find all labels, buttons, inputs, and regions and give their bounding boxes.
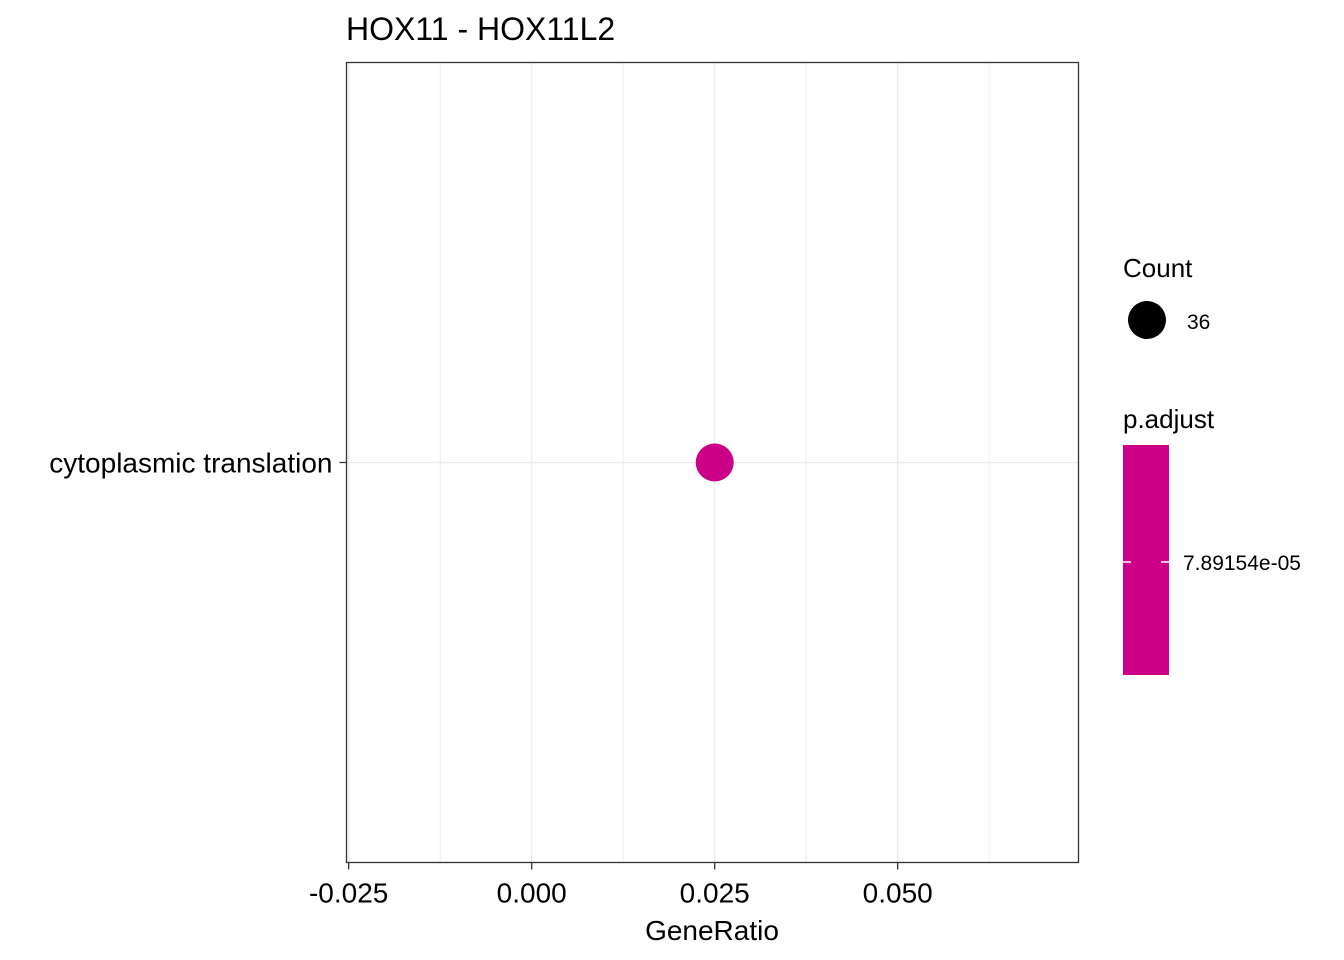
x-tick-label: 0.000 [497, 878, 567, 909]
legend-size-key [1128, 301, 1166, 339]
x-axis: -0.025 0.000 0.025 0.050 [309, 862, 933, 909]
legend-colorbar [1123, 445, 1169, 675]
legend-size-label: 36 [1187, 311, 1210, 334]
legend-color-title: p.adjust [1123, 404, 1215, 434]
points-layer [695, 443, 734, 482]
y-axis: cytoplasmic translation [49, 448, 347, 479]
x-tick-label: -0.025 [309, 878, 388, 909]
legend-color: p.adjust 7.89154e-05 [1123, 404, 1301, 675]
data-point [695, 443, 734, 482]
x-axis-title: GeneRatio [645, 915, 779, 946]
x-tick-label: 0.050 [863, 878, 933, 909]
chart-title: HOX11 - HOX11L2 [346, 11, 615, 47]
x-tick-label: 0.025 [680, 878, 750, 909]
legend-size: Count 36 [1123, 253, 1210, 339]
legend-color-label: 7.89154e-05 [1183, 552, 1301, 575]
grid-minor [439, 62, 990, 863]
legend-size-title: Count [1123, 253, 1193, 283]
y-tick-label: cytoplasmic translation [49, 448, 332, 479]
